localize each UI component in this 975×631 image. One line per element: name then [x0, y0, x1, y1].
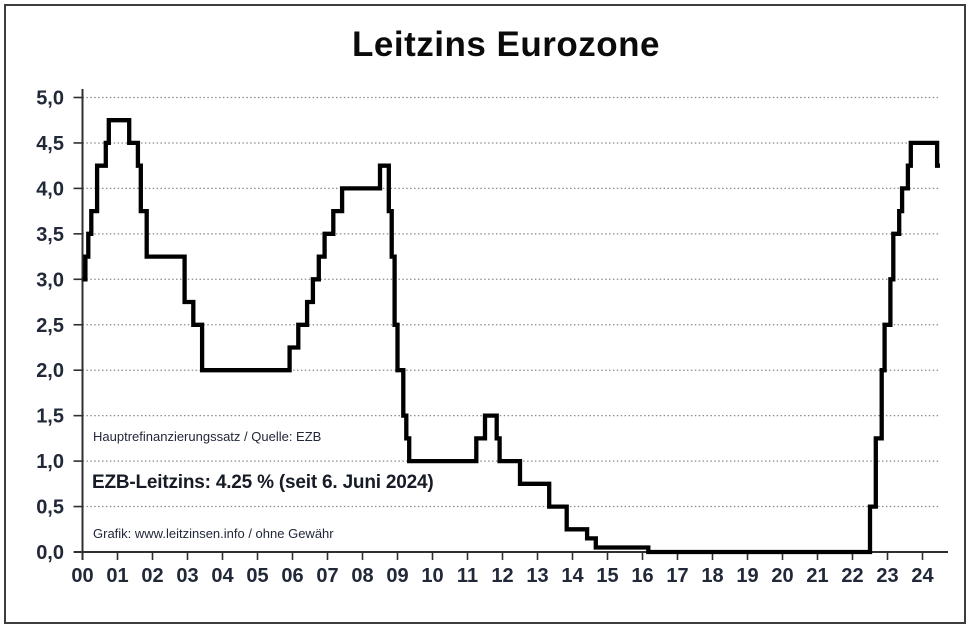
x-tick-label: 19: [736, 565, 758, 587]
x-tick-label: 12: [491, 565, 513, 587]
x-tick-label: 24: [911, 565, 934, 587]
current-rate-note: EZB-Leitzins: 4.25 % (seit 6. Juni 2024): [92, 472, 434, 493]
x-tick-label: 16: [631, 565, 653, 587]
credit-note: Grafik: www.leitzinsen.info / ohne Gewäh…: [93, 526, 334, 541]
x-tick-label: 23: [876, 565, 898, 587]
x-tick-label: 04: [211, 565, 234, 587]
x-tick-label: 08: [351, 565, 373, 587]
chart-title: Leitzins Eurozone: [352, 25, 660, 64]
x-tick-label: 07: [316, 565, 338, 587]
x-tick-label: 10: [421, 565, 443, 587]
y-tick-label: 4,0: [36, 178, 64, 200]
y-tick-label: 3,5: [36, 224, 64, 246]
rate-step-line: [82, 118, 940, 555]
y-tick-label: 2,0: [36, 360, 64, 382]
x-tick-label: 18: [701, 565, 723, 587]
y-tick-label: 2,5: [36, 315, 64, 337]
x-tick-label: 05: [246, 565, 268, 587]
x-tick-label: 02: [141, 565, 163, 587]
x-tick-label: 06: [281, 565, 303, 587]
x-tick-label: 22: [841, 565, 863, 587]
y-tick-label: 3,0: [36, 269, 64, 291]
x-tick-label: 20: [771, 565, 793, 587]
x-tick-label: 17: [666, 565, 688, 587]
x-tick-label: 03: [176, 565, 198, 587]
chart-frame: [4, 4, 966, 624]
x-tick-label: 14: [561, 565, 584, 587]
y-tick-label: 0,5: [36, 497, 64, 519]
x-tick-label: 01: [106, 565, 128, 587]
x-tick-label: 11: [457, 565, 478, 587]
x-tick-label: 13: [526, 565, 548, 587]
x-tick-label: 21: [806, 565, 828, 587]
y-tick-label: 0,0: [36, 542, 64, 564]
y-tick-label: 4,5: [36, 133, 64, 155]
x-tick-label: 00: [71, 565, 93, 587]
y-tick-label: 1,0: [36, 451, 64, 473]
source-note: Hauptrefinanzierungssatz / Quelle: EZB: [93, 429, 322, 444]
x-tick-label: 15: [596, 565, 618, 587]
x-tick-label: 09: [386, 565, 408, 587]
y-tick-label: 1,5: [36, 406, 64, 428]
y-tick-label: 5,0: [36, 88, 64, 110]
